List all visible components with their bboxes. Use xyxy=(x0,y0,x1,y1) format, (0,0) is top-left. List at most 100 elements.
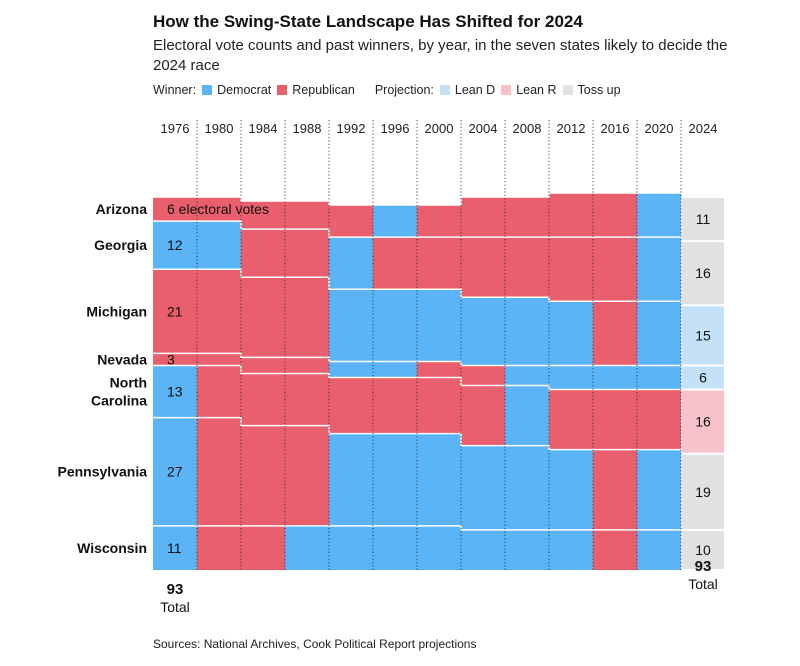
value-label-pennsylvania-2024: 19 xyxy=(695,484,711,500)
state-label-wisconsin: Wisconsin xyxy=(77,540,147,556)
year-label-2016: 2016 xyxy=(601,121,630,136)
value-label-wisconsin-1976: 11 xyxy=(167,540,182,556)
year-label-2000: 2000 xyxy=(425,121,454,136)
value-label-michigan-1976: 21 xyxy=(167,303,183,319)
legend-democrat-label: Democrat xyxy=(217,83,272,97)
value-label-wisconsin-2024: 10 xyxy=(695,542,711,558)
band-nevada-2004 xyxy=(461,365,505,386)
band-arizona-1988 xyxy=(285,201,329,230)
state-label-michigan: Michigan xyxy=(86,303,147,319)
band-wisconsin-1992 xyxy=(329,525,373,570)
band-pennsylvania-1988 xyxy=(285,425,329,526)
band-georgia-1992 xyxy=(329,237,373,290)
legend-projection-label: Projection: xyxy=(374,83,434,97)
value-label-nevada-2024: 6 xyxy=(699,369,707,385)
band-pennsylvania-2000 xyxy=(417,433,461,526)
total-value-2024: 93 xyxy=(695,558,712,575)
band-arizona-2020 xyxy=(637,192,681,238)
band-wisconsin-1980 xyxy=(197,525,241,570)
total-value-1976: 93 xyxy=(167,581,184,598)
state-label-arizona: Arizona xyxy=(96,201,148,217)
state-label-north-carolina: North Carolina xyxy=(91,375,147,409)
band-nevada-2008 xyxy=(505,365,549,386)
band-nevada-1984 xyxy=(241,357,285,374)
band-michigan-2020 xyxy=(637,301,681,366)
band-georgia-1980 xyxy=(197,221,241,270)
band-nevada-1980 xyxy=(197,353,241,366)
year-label-2004: 2004 xyxy=(469,121,498,136)
band-north-carolina-2020 xyxy=(637,389,681,450)
chart-subtitle: Electoral vote counts and past winners, … xyxy=(153,37,728,74)
separator-georgia xyxy=(153,220,681,238)
band-pennsylvania-1996 xyxy=(373,433,417,526)
band-nevada-1992 xyxy=(329,361,373,378)
year-label-2012: 2012 xyxy=(557,121,586,136)
band-georgia-2012 xyxy=(549,237,593,302)
band-wisconsin-1988 xyxy=(285,525,329,570)
band-michigan-1996 xyxy=(373,289,417,362)
band-michigan-1984 xyxy=(241,277,285,358)
value-label-north-carolina-1976: 13 xyxy=(167,384,183,400)
band-wisconsin-2020 xyxy=(637,529,681,570)
band-arizona-1980 xyxy=(197,197,241,222)
band-pennsylvania-2016 xyxy=(593,449,637,530)
year-label-2020: 2020 xyxy=(645,121,674,136)
legend: Winner: Democrat Republican Projection: … xyxy=(153,83,621,97)
band-georgia-2004 xyxy=(461,237,505,298)
projection-box-michigan xyxy=(682,306,724,365)
separator-michigan xyxy=(153,268,681,303)
value-label-michigan-2024: 15 xyxy=(695,327,711,343)
band-north-carolina-2016 xyxy=(593,389,637,450)
value-label-pennsylvania-1976: 27 xyxy=(167,464,183,480)
band-michigan-2004 xyxy=(461,297,505,366)
band-wisconsin-2000 xyxy=(417,525,461,570)
legend-lean-r-label: Lean R xyxy=(516,83,557,97)
band-north-carolina-1988 xyxy=(285,373,329,426)
band-georgia-2000 xyxy=(417,237,461,290)
band-arizona-2008 xyxy=(505,197,549,238)
chart-title: How the Swing-State Landscape Has Shifte… xyxy=(153,12,583,31)
projection-box-georgia xyxy=(682,242,724,305)
band-michigan-2008 xyxy=(505,297,549,366)
band-arizona-2016 xyxy=(593,192,637,238)
swing-state-alluvial-chart: 1976 1980 1984 1988 1992 1996 2000 2004 2008 2012… xyxy=(58,120,724,615)
legend-toss-up-swatch xyxy=(562,85,573,95)
source-note: Sources: National Archives, Cook Politic… xyxy=(153,637,477,651)
separator-wisconsin xyxy=(153,525,681,531)
legend-lean-r-swatch xyxy=(501,85,512,95)
state-label-georgia: Georgia xyxy=(94,237,147,253)
band-pennsylvania-2020 xyxy=(637,449,681,530)
legend-lean-d-label: Lean D xyxy=(454,83,496,97)
band-arizona-1992 xyxy=(329,205,373,238)
value-label-arizona-2024: 11 xyxy=(696,211,711,227)
band-michigan-1992 xyxy=(329,289,373,362)
projection-box-pennsylvania xyxy=(682,454,724,529)
band-wisconsin-2008 xyxy=(505,529,549,570)
band-arizona-1996 xyxy=(373,205,417,238)
year-label-2008: 2008 xyxy=(513,121,542,136)
band-wisconsin-2016 xyxy=(593,529,637,570)
band-michigan-2012 xyxy=(549,301,593,366)
band-nevada-2020 xyxy=(637,365,681,390)
total-label-1976: Total xyxy=(160,599,190,615)
band-arizona-2012 xyxy=(549,192,593,238)
year-label-1984: 1984 xyxy=(249,121,278,136)
band-georgia-1976 xyxy=(153,221,197,270)
total-label-2024: Total xyxy=(688,576,718,592)
year-label-2024: 2024 xyxy=(689,121,718,136)
projection-box-wisconsin xyxy=(682,530,724,569)
band-nevada-2000 xyxy=(417,361,461,378)
band-nevada-2016 xyxy=(593,365,637,390)
band-wisconsin-2012 xyxy=(549,529,593,570)
band-pennsylvania-2012 xyxy=(549,449,593,530)
band-pennsylvania-1992 xyxy=(329,433,373,526)
projection-box-nevada xyxy=(682,366,724,389)
projection-box-arizona xyxy=(682,198,724,241)
band-north-carolina-1976 xyxy=(153,365,197,418)
band-pennsylvania-1976 xyxy=(153,417,197,526)
band-north-carolina-2000 xyxy=(417,377,461,434)
band-wisconsin-1976 xyxy=(153,525,197,570)
band-georgia-1984 xyxy=(241,229,285,278)
band-georgia-2020 xyxy=(637,237,681,302)
legend-toss-up-label: Toss up xyxy=(577,83,621,97)
